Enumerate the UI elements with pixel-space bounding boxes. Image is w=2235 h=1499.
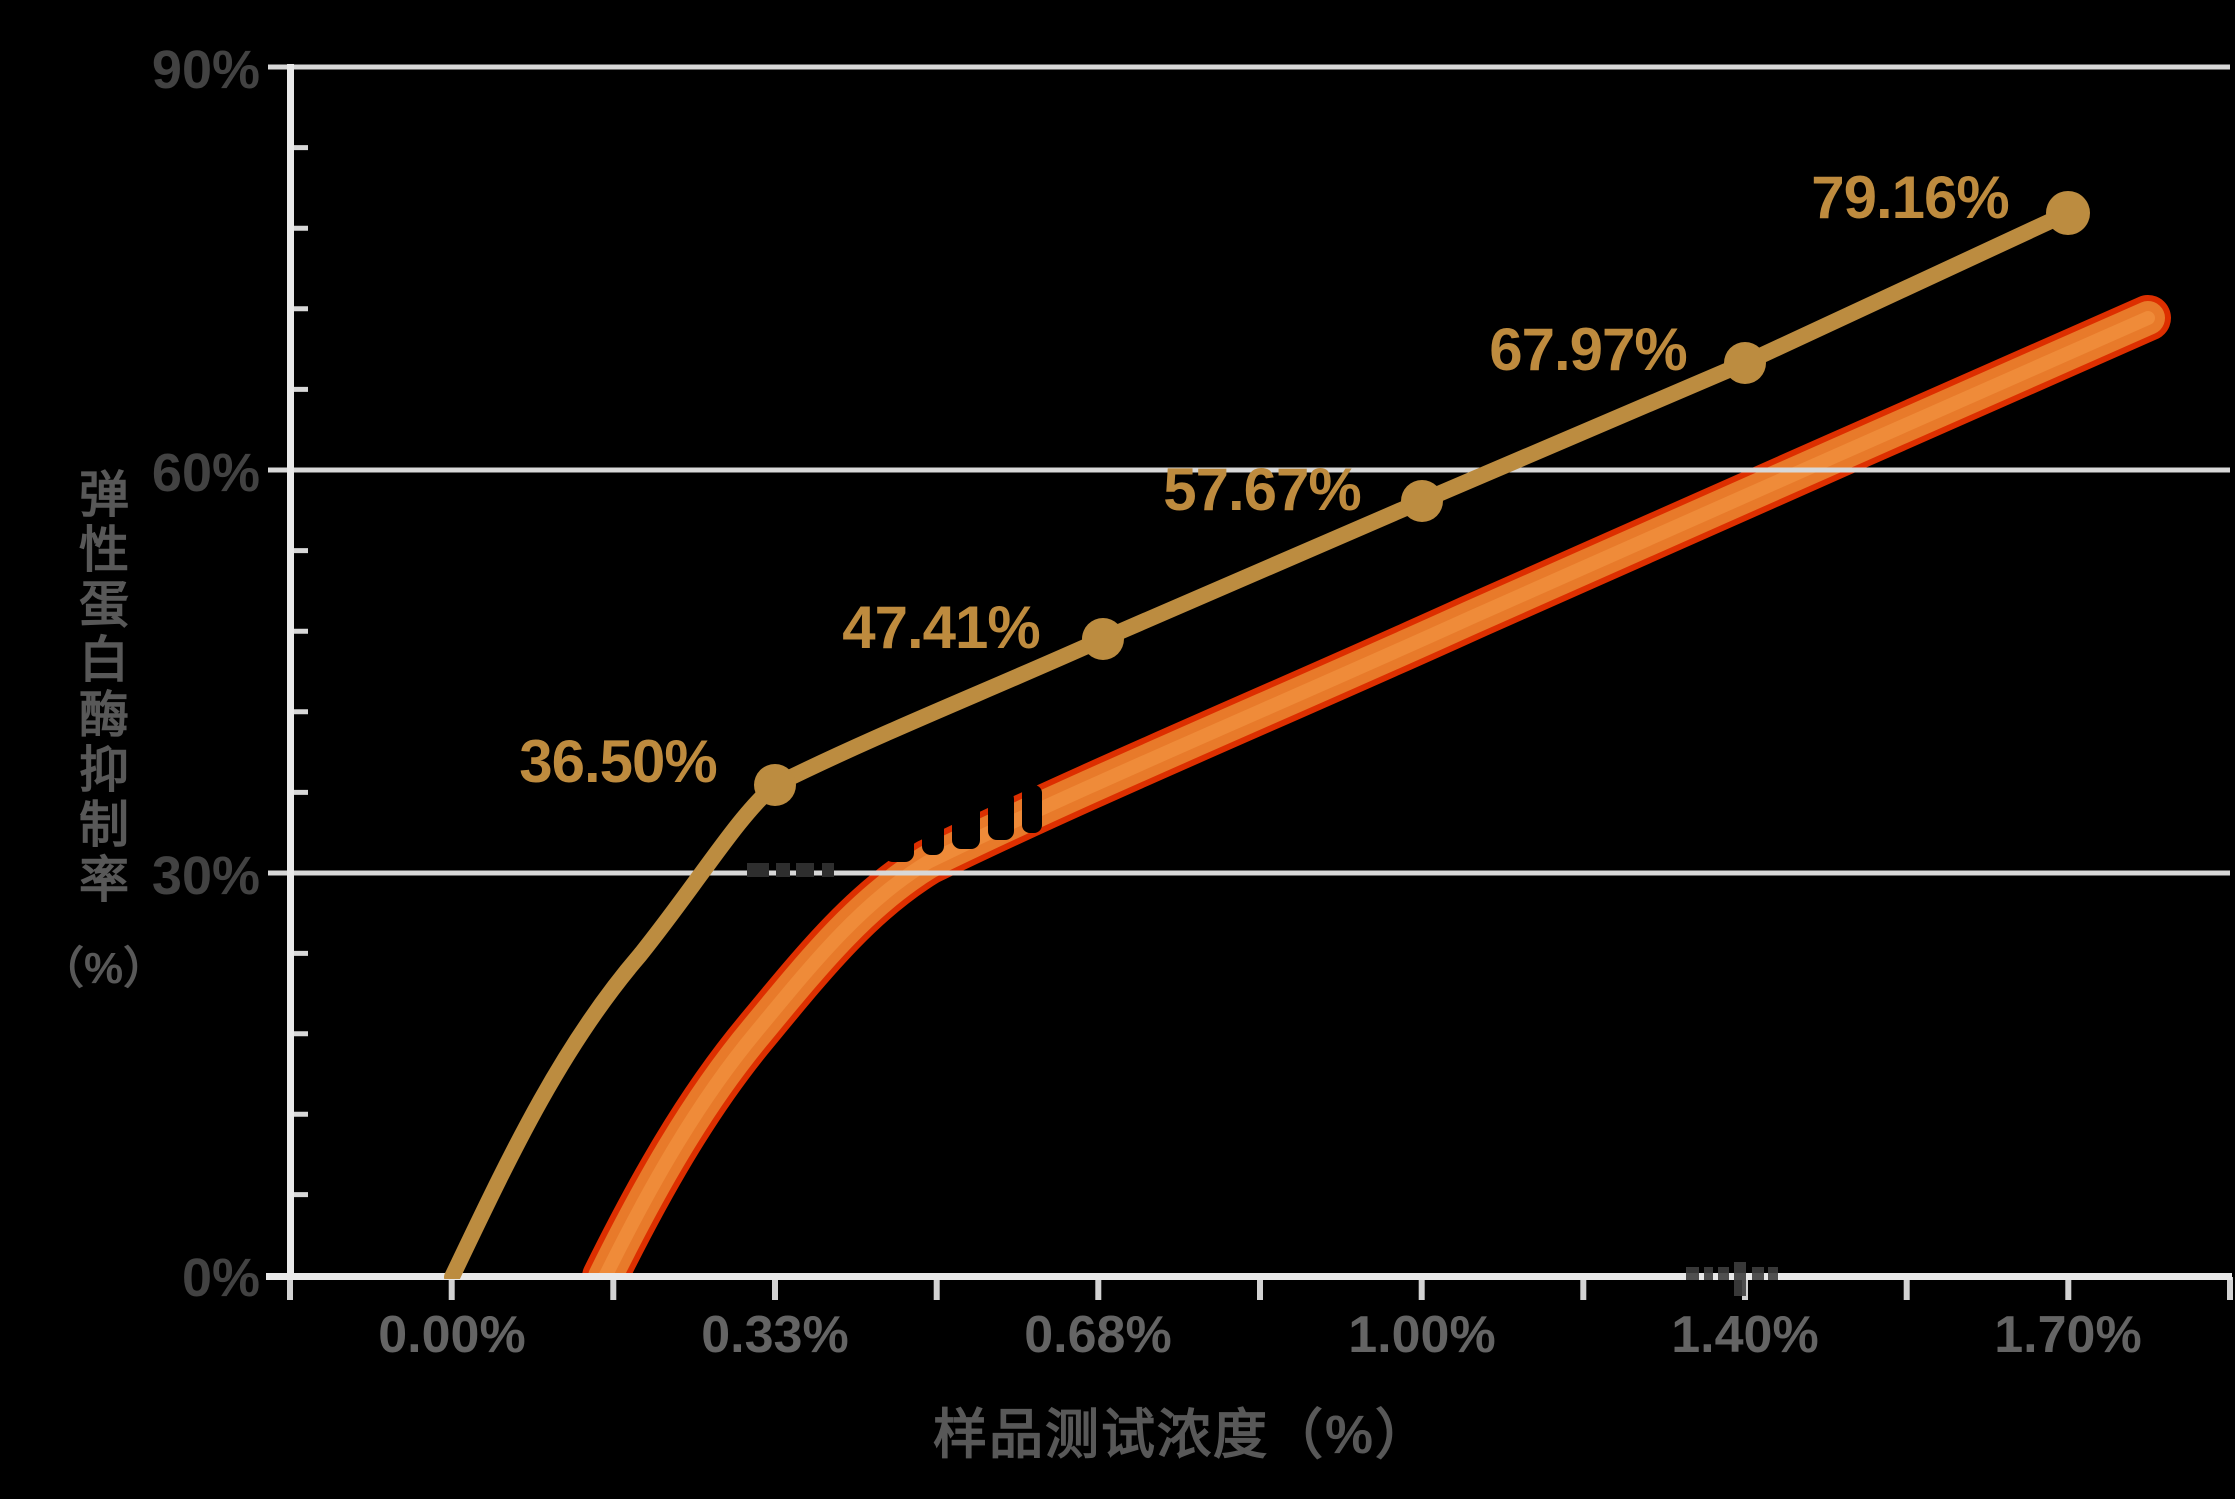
gold-point-1_70 — [2046, 191, 2090, 235]
gold-point-1_40 — [1724, 342, 1766, 384]
series-gold-points — [754, 191, 2090, 806]
gold-point-0_33 — [754, 764, 796, 806]
series-orange-red-line — [582, 295, 2171, 1279]
x-tick-label-0_33: 0.33% — [701, 1306, 848, 1364]
x-tick-label-1_70: 1.70% — [1994, 1306, 2141, 1364]
gold-label-79_16: 79.16% — [1811, 164, 2009, 231]
gold-label-57_67: 57.67% — [1163, 456, 1361, 523]
gold-label-67_97: 67.97% — [1489, 316, 1687, 383]
x-tick-label-0_00: 0.00% — [378, 1306, 525, 1364]
x-tick-labels: 0.00% 0.33% 0.68% 1.00% 1.40% 1.70% — [378, 1306, 2141, 1364]
axes — [266, 64, 2232, 1280]
gold-point-1_00 — [1401, 480, 1443, 522]
y-tick-label-90: 90% — [152, 40, 260, 100]
hidden-label-artifact-on-x-axis — [1686, 1262, 1778, 1296]
y-tick-label-0: 0% — [182, 1248, 260, 1308]
y-axis-title: 弹性蛋白酶抑制率 — [72, 468, 128, 908]
gold-data-labels: 36.50% 47.41% 57.67% 67.97% 79.16% — [519, 164, 2010, 795]
y-tick-label-60: 60% — [152, 443, 260, 503]
x-tick-label-0_68: 0.68% — [1024, 1306, 1171, 1364]
y-tick-labels: 90% 60% 30% 0% — [152, 40, 260, 1308]
gold-point-0_68 — [1082, 618, 1124, 660]
gold-label-36_50: 36.50% — [519, 728, 717, 795]
x-tick-label-1_40: 1.40% — [1671, 1306, 1818, 1364]
hidden-label-artifact-on-line — [884, 785, 1042, 862]
x-tick-label-1_00: 1.00% — [1348, 1306, 1495, 1364]
x-axis-title: 样品测试浓度（%） — [933, 1405, 1432, 1465]
y-tick-label-30: 30% — [152, 846, 260, 906]
gold-label-47_41: 47.41% — [842, 594, 1040, 661]
y-axis-title-unit: （%） — [40, 944, 168, 993]
series-gold-line — [444, 205, 2076, 1279]
x-axis-ticks — [287, 1277, 2233, 1300]
gridlines — [268, 64, 2230, 876]
hidden-label-artifact-on-gridline — [747, 863, 834, 877]
